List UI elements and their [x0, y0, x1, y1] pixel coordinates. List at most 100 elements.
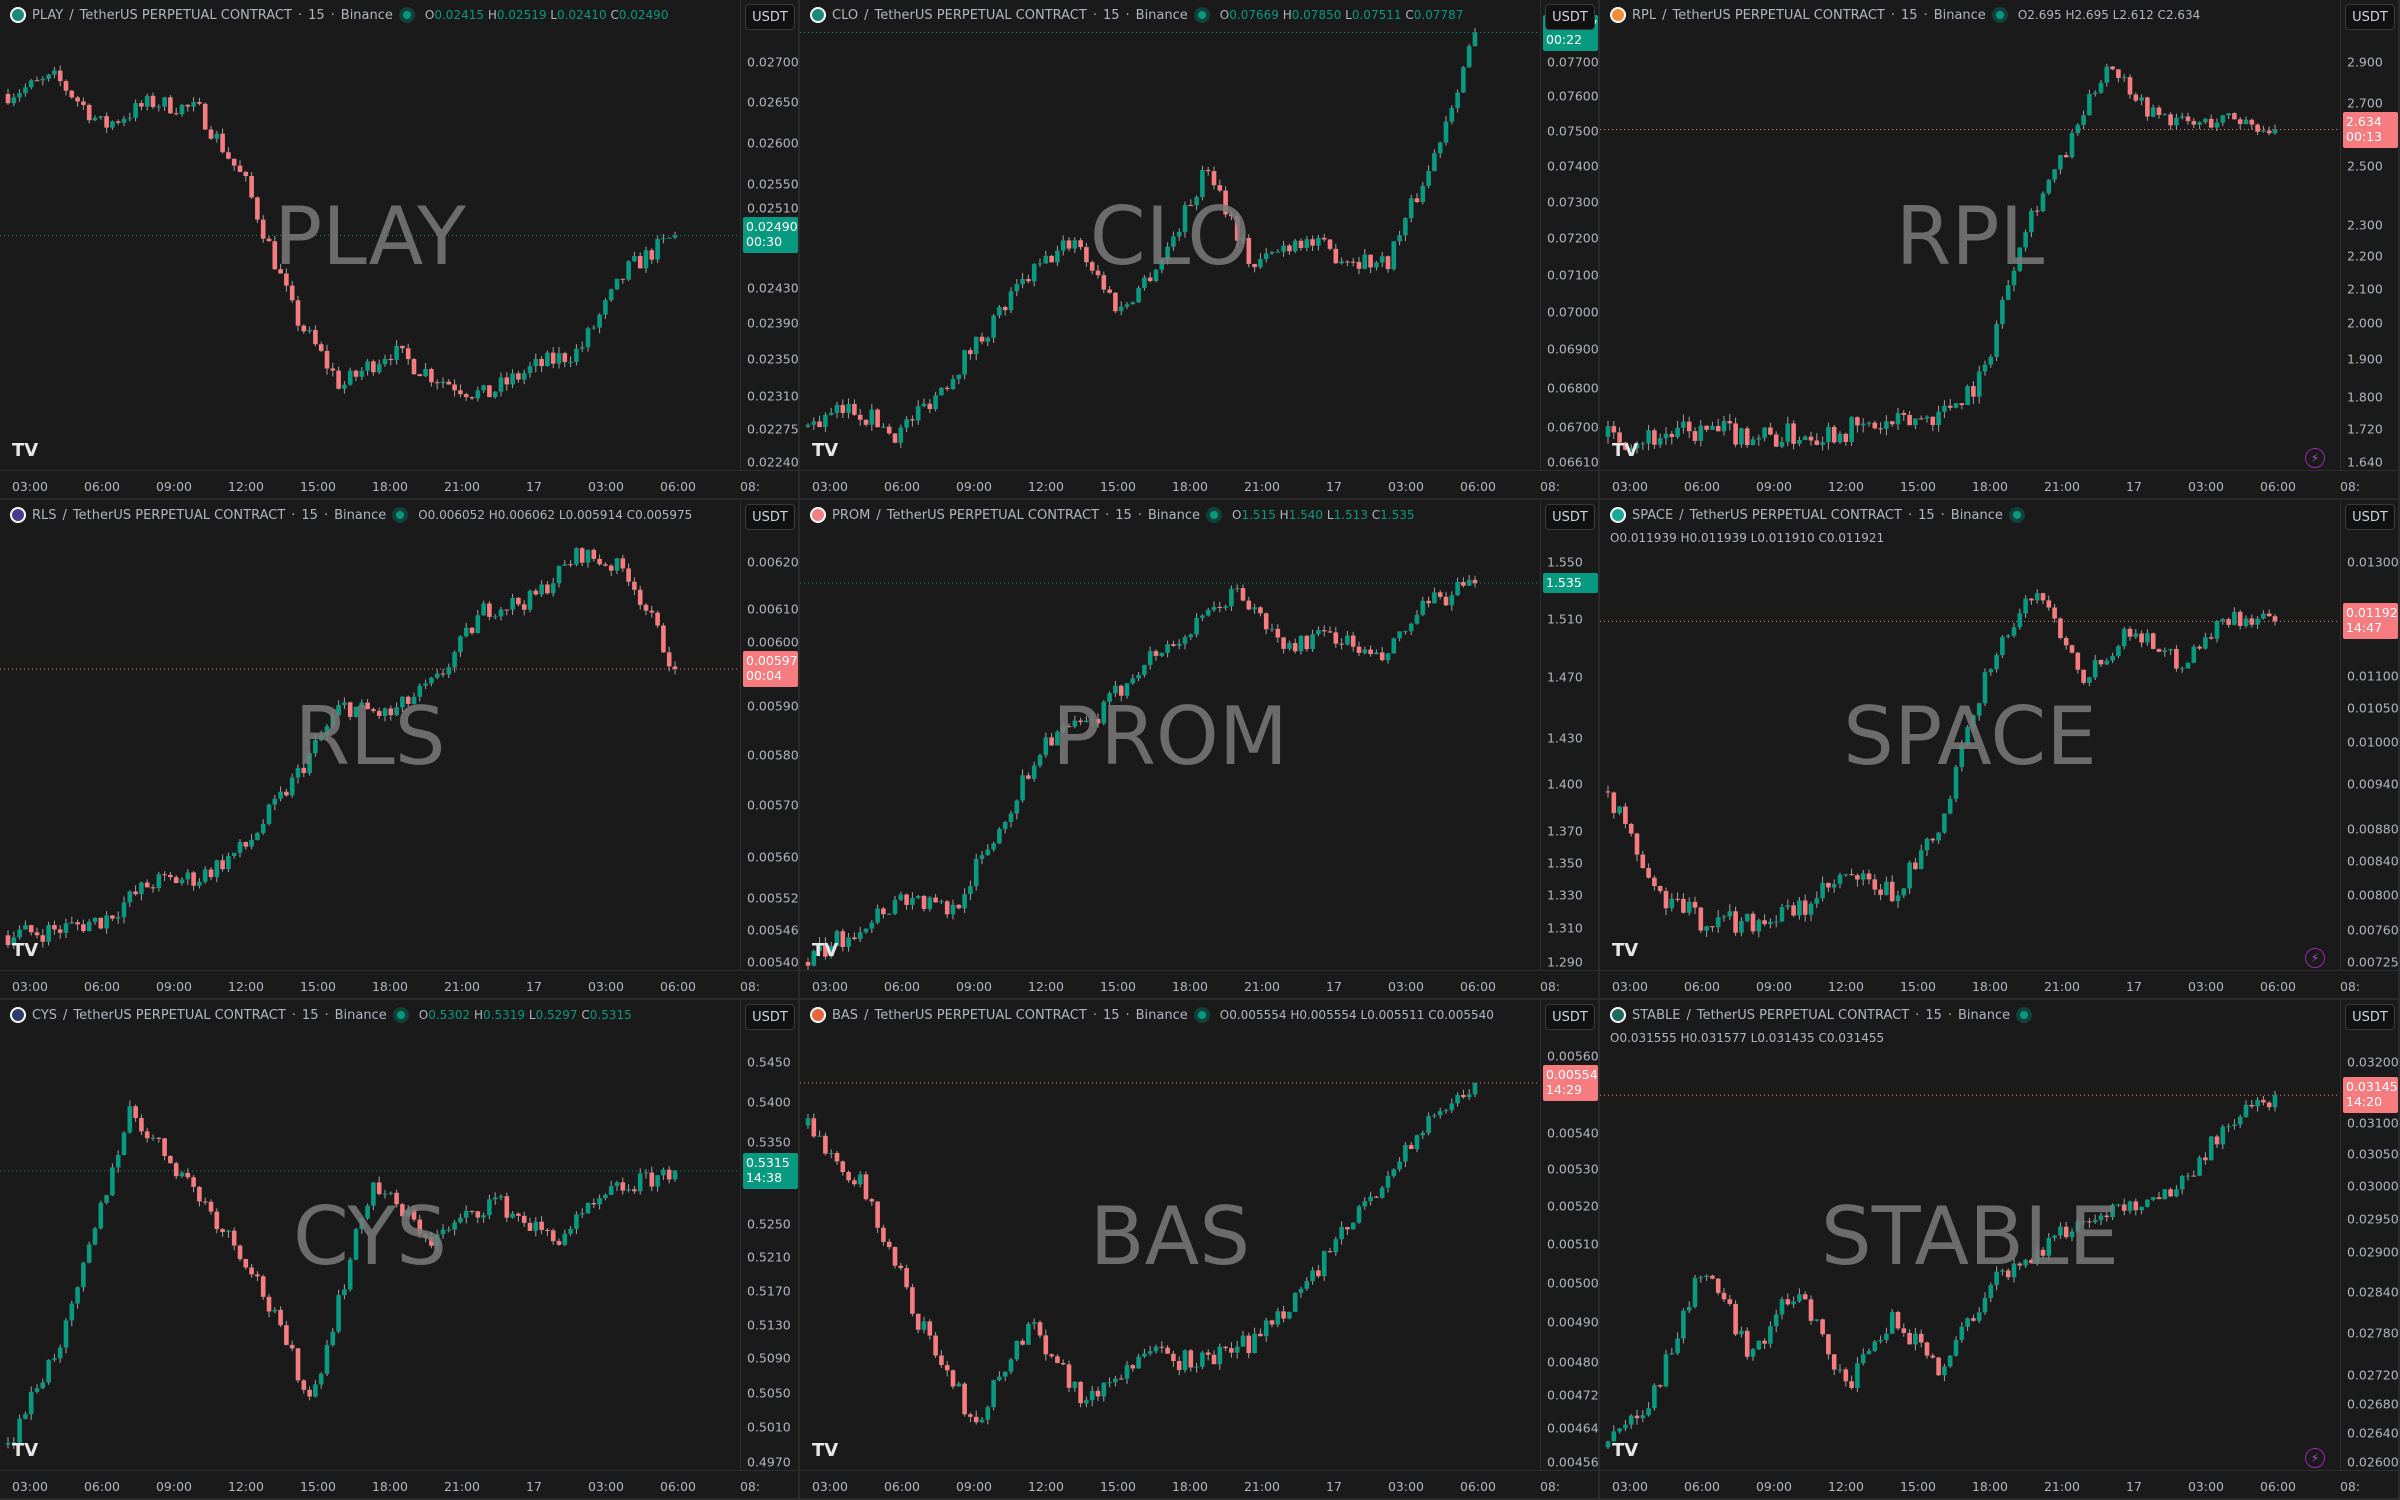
time-axis[interactable]: 03:00 06:00 09:00 12:00 15:00 18:00 21:00 17 03:… [0, 470, 798, 498]
price-axis[interactable]: 0.07700 0.07600 0.07500 0.07400 0.07300 0.072… [1540, 0, 1598, 470]
market-status-icon[interactable] [1206, 507, 1223, 523]
price-axis[interactable]: 2.900 2.700 2.500 2.300 2.200 2.100 2.000 1.900… [2340, 0, 2398, 470]
chart-panel-rls[interactable]: RLS / TetherUS PERPETUAL CONTRACT · 15 · Bi… [0, 500, 800, 1000]
chart-plot-area[interactable] [1600, 500, 2340, 970]
market-status-icon[interactable] [1193, 1007, 1210, 1023]
chart-panel-play[interactable]: PLAY / TetherUS PERPETUAL CONTRACT · 15 · B… [0, 0, 800, 500]
candle [1837, 431, 1843, 444]
interval[interactable]: 15 [1102, 1007, 1120, 1023]
interval[interactable]: 15 [1102, 7, 1120, 23]
candle [1727, 1294, 1733, 1307]
candle [492, 391, 498, 399]
currency-button[interactable]: USDT [1545, 1004, 1595, 1030]
symbol-name[interactable]: CYS [32, 1007, 58, 1023]
tradingview-logo[interactable]: TV [812, 1440, 839, 1461]
chart-plot-area[interactable] [0, 500, 740, 970]
time-axis[interactable]: 03:00 06:00 09:00 12:00 15:00 18:00 21:00 17 03:… [800, 470, 1598, 498]
price-axis[interactable]: 0.5450 0.5400 0.5350 0.5250 0.5210 0.5170 0.51… [740, 1000, 798, 1470]
time-tick-label: 12:00 [227, 479, 265, 494]
symbol-name[interactable]: STABLE [1632, 1007, 1681, 1023]
chart-plot-area[interactable] [0, 0, 740, 470]
symbol-name[interactable]: PROM [832, 507, 871, 523]
chart-panel-clo[interactable]: CLO / TetherUS PERPETUAL CONTRACT · 15 · Bi… [800, 0, 1600, 500]
market-status-icon[interactable] [2008, 507, 2025, 523]
chart-panel-rpl[interactable]: RPL / TetherUS PERPETUAL CONTRACT · 15 · Bi… [1600, 0, 2400, 500]
tradingview-logo[interactable]: TV [812, 940, 839, 961]
candle [1657, 433, 1663, 448]
symbol-name[interactable]: SPACE [1632, 507, 1674, 523]
candle [75, 1286, 80, 1309]
candle [649, 1166, 655, 1192]
symbol-name[interactable]: RPL [1632, 7, 1657, 23]
lightning-icon[interactable]: ⚡ [2305, 448, 2325, 468]
chart-plot-area[interactable] [800, 0, 1540, 470]
tradingview-logo[interactable]: TV [12, 940, 39, 961]
time-axis[interactable]: 03:00 06:00 09:00 12:00 15:00 18:00 21:00 17 03:… [0, 1470, 798, 1498]
lightning-icon[interactable]: ⚡ [2305, 948, 2325, 968]
currency-button[interactable]: USDT [1545, 4, 1595, 30]
tradingview-logo[interactable]: TV [12, 440, 39, 461]
price-axis[interactable]: 0.02700 0.02650 0.02600 0.02550 0.02510 0.024… [740, 0, 798, 470]
time-tick-label: 03:00 [1387, 1479, 1425, 1494]
currency-button[interactable]: USDT [1545, 504, 1595, 530]
chart-panel-space[interactable]: SPACE / TetherUS PERPETUAL CONTRACT · 15 · … [1600, 500, 2400, 1000]
time-axis[interactable]: 03:00 06:00 09:00 12:00 15:00 18:00 21:00 17 03:… [0, 970, 798, 998]
symbol-name[interactable]: BAS [832, 1007, 859, 1023]
chart-plot-area[interactable] [800, 500, 1540, 970]
tradingview-logo[interactable]: TV [1612, 940, 1639, 961]
interval[interactable]: 15 [301, 1007, 319, 1023]
currency-button[interactable]: USDT [2345, 4, 2395, 30]
chart-plot-area[interactable] [1600, 0, 2340, 470]
chart-panel-prom[interactable]: PROM / TetherUS PERPETUAL CONTRACT · 15 · B… [800, 500, 1600, 1000]
candle [214, 1208, 220, 1234]
interval[interactable]: 15 [1115, 507, 1132, 523]
time-axis[interactable]: 03:00 06:00 09:00 12:00 15:00 18:00 21:00 17 03:… [800, 1470, 1598, 1498]
symbol-name[interactable]: PLAY [32, 7, 64, 23]
interval[interactable]: 15 [308, 7, 325, 23]
time-axis[interactable]: 03:00 06:00 09:00 12:00 15:00 18:00 21:00 17 03:… [1600, 970, 2398, 998]
chart-plot-area[interactable] [0, 1000, 740, 1470]
interval[interactable]: 15 [301, 507, 318, 523]
time-axis[interactable]: 03:00 06:00 09:00 12:00 15:00 18:00 21:00 17 03:… [1600, 1470, 2398, 1498]
chart-plot-area[interactable] [800, 1000, 1540, 1470]
chart-plot-area[interactable] [1600, 1000, 2340, 1470]
interval[interactable]: 15 [1918, 507, 1935, 523]
tradingview-logo[interactable]: TV [12, 1440, 39, 1461]
time-axis[interactable]: 03:00 06:00 09:00 12:00 15:00 18:00 21:00 17 03:… [1600, 470, 2398, 498]
market-status-icon[interactable] [1193, 7, 1210, 23]
market-status-icon[interactable] [2016, 1007, 2033, 1023]
chart-panel-cys[interactable]: CYS / TetherUS PERPETUAL CONTRACT · 15 · Bi… [0, 1000, 800, 1500]
currency-button[interactable]: USDT [745, 504, 795, 530]
symbol-name[interactable]: CLO [832, 7, 859, 23]
tradingview-logo[interactable]: TV [812, 440, 839, 461]
tradingview-logo[interactable]: TV [1612, 440, 1639, 461]
candle [1988, 354, 1994, 368]
chart-panel-bas[interactable]: BAS / TetherUS PERPETUAL CONTRACT · 15 · Bi… [800, 1000, 1600, 1500]
lightning-icon[interactable]: ⚡ [2305, 1448, 2325, 1468]
candle [1379, 646, 1385, 662]
market-status-icon[interactable] [392, 507, 409, 523]
currency-button[interactable]: USDT [745, 1004, 795, 1030]
candle [1345, 1226, 1350, 1235]
market-status-icon[interactable] [392, 1007, 409, 1023]
currency-button[interactable]: USDT [745, 4, 795, 30]
candle [1263, 1317, 1269, 1343]
currency-button[interactable]: USDT [2345, 504, 2395, 530]
interval[interactable]: 15 [1925, 1007, 1942, 1023]
market-status-icon[interactable] [398, 7, 415, 23]
chart-panel-stable[interactable]: STABLE / TetherUS PERPETUAL CONTRACT · 15 ·… [1600, 1000, 2400, 1500]
currency-button[interactable]: USDT [2345, 1004, 2395, 1030]
price-axis[interactable]: 1.550 1.510 1.470 1.430 1.400 1.370 1.350 1.330… [1540, 500, 1598, 970]
candle [1797, 897, 1802, 920]
candle [1055, 245, 1060, 267]
tradingview-logo[interactable]: TV [1612, 1440, 1639, 1461]
symbol-name[interactable]: RLS [32, 507, 57, 523]
time-axis[interactable]: 03:00 06:00 09:00 12:00 15:00 18:00 21:00 17 03:… [800, 970, 1598, 998]
interval[interactable]: 15 [1901, 7, 1918, 23]
market-status-icon[interactable] [1991, 7, 2008, 23]
